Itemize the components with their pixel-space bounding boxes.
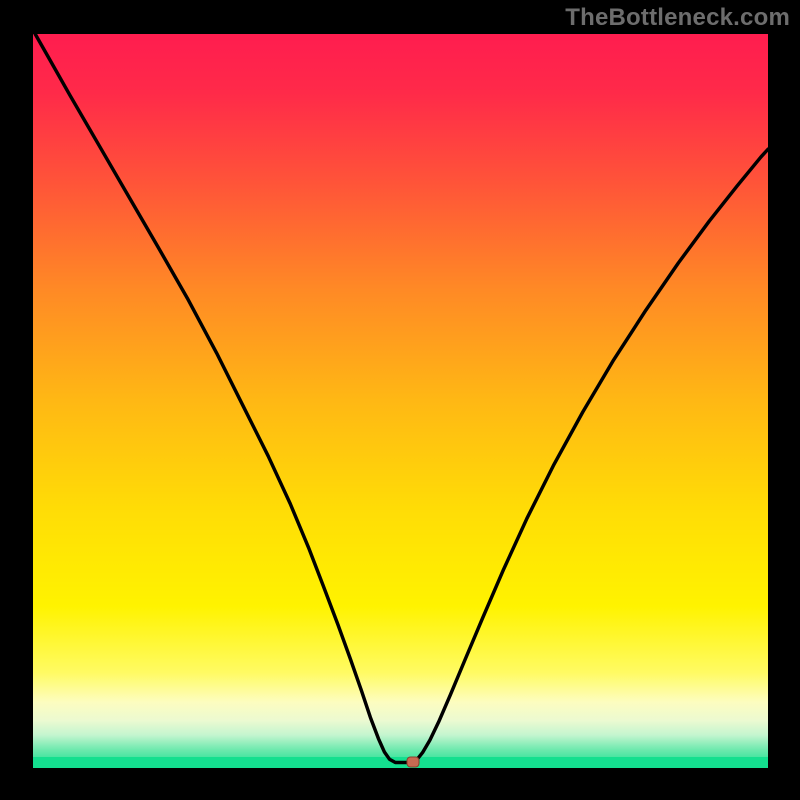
plot-frame	[28, 29, 773, 773]
bottleneck-curve	[35, 34, 768, 762]
watermark-text: TheBottleneck.com	[565, 4, 790, 32]
curve-layer	[33, 34, 768, 768]
plot-inner	[33, 34, 768, 768]
chart-stage: TheBottleneck.com	[0, 0, 800, 800]
optimum-marker	[406, 756, 419, 767]
